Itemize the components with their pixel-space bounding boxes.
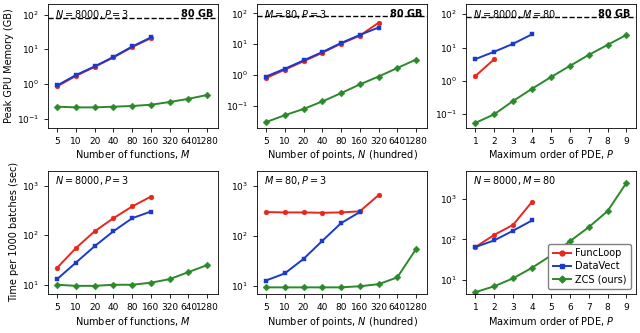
X-axis label: Number of functions, $M$: Number of functions, $M$ <box>76 148 191 161</box>
X-axis label: Number of functions, $M$: Number of functions, $M$ <box>76 315 191 328</box>
Text: 80 GB: 80 GB <box>180 9 213 19</box>
Text: $N = 8000, P = 3$: $N = 8000, P = 3$ <box>55 174 129 187</box>
X-axis label: Maximum order of PDE, $P$: Maximum order of PDE, $P$ <box>488 148 614 161</box>
Text: $N = 8000, M = 80$: $N = 8000, M = 80$ <box>473 8 556 21</box>
Text: $N = 8000, P = 3$: $N = 8000, P = 3$ <box>55 8 129 21</box>
Y-axis label: Peak GPU Memory (GB): Peak GPU Memory (GB) <box>4 8 14 123</box>
Y-axis label: Time per 1000 batches (sec): Time per 1000 batches (sec) <box>10 162 19 302</box>
Text: 80 GB: 80 GB <box>390 9 422 19</box>
Text: $M = 80, P = 3$: $M = 80, P = 3$ <box>264 8 327 21</box>
Text: $N = 8000, M = 80$: $N = 8000, M = 80$ <box>473 174 556 187</box>
Legend: FuncLoop, DataVect, ZCS (ours): FuncLoop, DataVect, ZCS (ours) <box>548 244 631 289</box>
Text: 80 GB: 80 GB <box>598 9 631 19</box>
X-axis label: Maximum order of PDE, $P$: Maximum order of PDE, $P$ <box>488 315 614 328</box>
Text: $M = 80, P = 3$: $M = 80, P = 3$ <box>264 174 327 187</box>
X-axis label: Number of points, $N$ (hundred): Number of points, $N$ (hundred) <box>267 315 417 329</box>
X-axis label: Number of points, $N$ (hundred): Number of points, $N$ (hundred) <box>267 148 417 162</box>
